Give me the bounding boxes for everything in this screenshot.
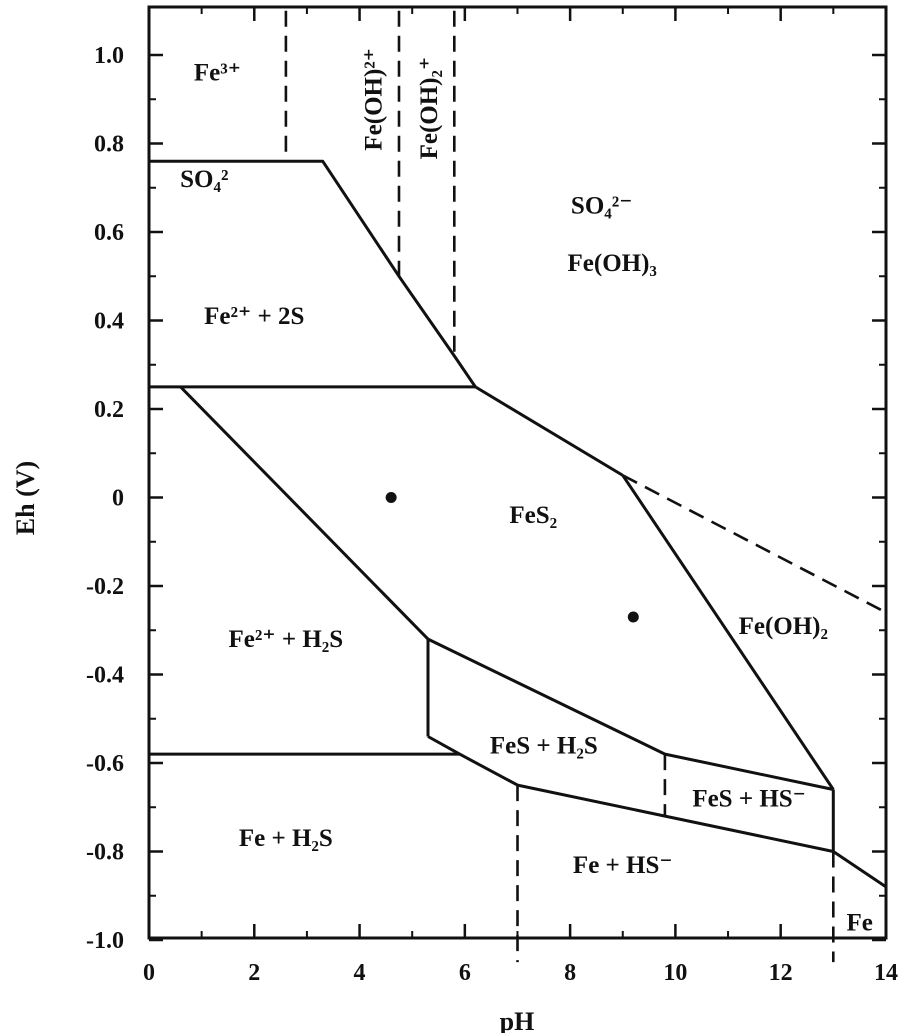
y-tick-label-2: 0.6 xyxy=(94,220,124,246)
region-label-3: SO₄²⁻ xyxy=(571,192,633,219)
vertical-region-labels: Fe(OH)²⁺ Fe(OH)₂⁺ xyxy=(361,48,443,159)
y-tick-label-3: 0.4 xyxy=(94,309,124,335)
x-tick-label-5: 10 xyxy=(663,960,687,986)
y-tick-label-10: -1.0 xyxy=(86,928,124,954)
x-tick-label-4: 8 xyxy=(564,960,576,986)
y-tick-label-1: 0.8 xyxy=(94,132,124,158)
region-labels: Fe³⁺ SO₄² Fe²⁺ + 2S SO₄²⁻ Fe(OH)₃ FeS₂ Fe(OH)₂… xyxy=(180,60,873,937)
solid-boundary-2 xyxy=(474,385,624,477)
y-tick-label-4: 0.2 xyxy=(94,397,124,423)
region-label-2: Fe²⁺ + 2S xyxy=(204,303,304,330)
x-tick-label-6: 12 xyxy=(769,960,793,986)
y-axis-title: Eh (V) xyxy=(11,461,40,535)
axis-ticks xyxy=(147,7,888,942)
region-label-0: Fe³⁺ xyxy=(194,60,241,87)
region-label-5: FeS₂ xyxy=(509,502,557,529)
x-tick-label-2: 4 xyxy=(354,960,366,986)
boundary-lines xyxy=(149,10,887,963)
y-tick-labels: 1.0 0.8 0.6 0.4 0.2 0 -0.2 -0.4 -0.6 -0.8 -1.0 xyxy=(86,43,124,954)
region-label-7: Fe²⁺ + H₂S xyxy=(229,626,344,653)
region-label-8: FeS + H₂S xyxy=(490,732,598,759)
region-label-1: SO₄² xyxy=(180,166,228,193)
solid-boundary-5 xyxy=(179,385,430,641)
region-label-11: Fe + HS⁻ xyxy=(573,852,673,879)
data-point-1 xyxy=(385,492,397,503)
y-tick-label-5: 0 xyxy=(112,486,124,512)
region-label-12: Fe xyxy=(846,909,872,936)
y-tick-label-9: -0.8 xyxy=(86,840,124,866)
solid-boundary-4 xyxy=(621,474,835,791)
y-tick-label-8: -0.6 xyxy=(86,751,124,777)
vertical-region-label-0: Fe(OH)²⁺ xyxy=(361,48,388,151)
y-tick-label-7: -0.4 xyxy=(86,663,124,689)
y-tick-label-0: 1.0 xyxy=(94,43,124,69)
region-label-4: Fe(OH)₃ xyxy=(568,250,657,277)
vertical-region-label-1: Fe(OH)₂⁺ xyxy=(416,57,443,160)
data-point-2 xyxy=(627,611,639,623)
data-points xyxy=(385,492,639,623)
x-tick-label-3: 6 xyxy=(459,960,471,986)
x-tick-label-0: 0 xyxy=(143,960,155,986)
x-axis-title: pH xyxy=(500,1007,535,1033)
region-label-9: FeS + HS⁻ xyxy=(692,785,806,812)
y-tick-label-6: -0.2 xyxy=(86,574,124,600)
region-label-10: Fe + H₂S xyxy=(239,825,333,852)
x-tick-labels: 0 2 4 6 8 10 12 14 xyxy=(143,960,898,986)
x-tick-label-7: 14 xyxy=(874,960,898,986)
x-tick-label-1: 2 xyxy=(248,960,260,986)
region-label-6: Fe(OH)₂ xyxy=(739,613,828,640)
